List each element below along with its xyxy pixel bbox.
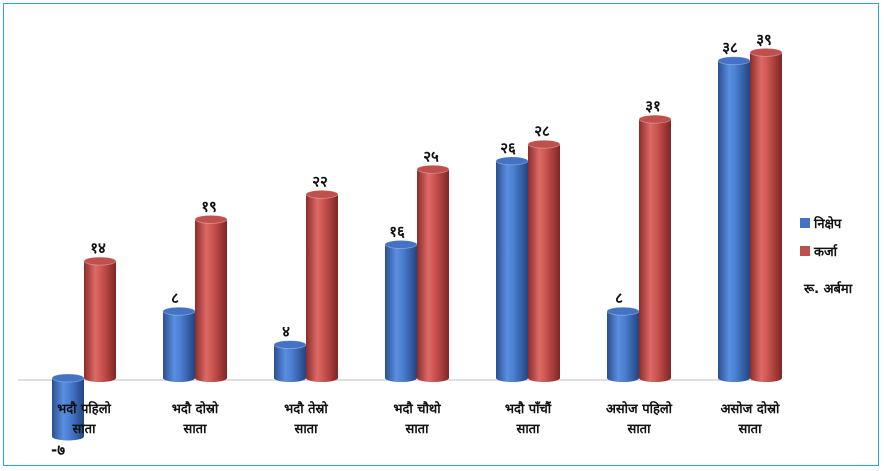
value-label-nikshep-0: -७ xyxy=(51,441,65,459)
category-label-2-0: भदौ तेस्रो xyxy=(284,401,328,417)
bar-nikshep-1 xyxy=(162,306,196,382)
bar-karja-5 xyxy=(638,114,672,382)
value-label-nikshep-5: ८ xyxy=(615,289,623,307)
category-label-2-1: साता xyxy=(294,422,319,437)
category-label-3-1: साता xyxy=(405,422,430,437)
value-label-nikshep-3: १६ xyxy=(389,222,405,240)
category-label-3-0: भदौ चौथो xyxy=(393,401,441,417)
bar-nikshep-6 xyxy=(717,56,751,382)
value-label-nikshep-2: ४ xyxy=(282,323,290,341)
value-label-karja-3: २५ xyxy=(423,147,439,165)
bar-karja-4 xyxy=(527,139,561,382)
category-label-1-1: साता xyxy=(183,422,208,437)
legend: निक्षेप कर्जा रू. अर्बमा xyxy=(800,216,853,297)
bar-karja-2 xyxy=(305,189,339,382)
value-label-karja-0: १४ xyxy=(90,239,106,257)
category-label-5-1: साता xyxy=(627,422,652,437)
bar-karja-3 xyxy=(416,164,450,382)
legend-swatch-1 xyxy=(800,246,810,256)
legend-swatch-0 xyxy=(800,218,810,228)
value-label-nikshep-4: २६ xyxy=(500,139,516,157)
legend-label-1: कर्जा xyxy=(813,244,838,260)
value-label-karja-4: २८ xyxy=(534,122,550,140)
bar-karja-6 xyxy=(749,47,783,382)
category-label-6-1: साता xyxy=(738,422,763,437)
category-label-4-0: भदौ पाँचौं xyxy=(505,401,552,417)
category-label-5-0: असोज पहिलो xyxy=(606,401,673,417)
bar-nikshep-4 xyxy=(495,156,529,382)
category-label-1-0: भदौ दोस्रो xyxy=(172,401,219,417)
value-label-nikshep-6: ३८ xyxy=(722,39,738,57)
category-label-0-0: भदौ पहिलो xyxy=(57,401,111,417)
bar-nikshep-0 xyxy=(51,373,85,441)
category-label-0-1: साता xyxy=(72,422,97,437)
value-label-karja-1: १९ xyxy=(201,197,217,215)
bar-nikshep-5 xyxy=(606,306,640,382)
value-label-karja-6: ३९ xyxy=(756,30,772,48)
bar-nikshep-3 xyxy=(384,239,418,382)
category-label-6-0: असोज दोस्रो xyxy=(721,401,780,417)
value-label-karja-2: २२ xyxy=(312,172,328,190)
category-label-4-1: साता xyxy=(516,422,541,437)
value-label-nikshep-1: ८ xyxy=(171,289,179,307)
bar-karja-1 xyxy=(194,214,228,382)
legend-label-0: निक्षेप xyxy=(813,216,842,232)
bar-karja-0 xyxy=(83,256,117,382)
value-label-karja-5: ३१ xyxy=(645,97,661,115)
unit-note: रू. अर्बमा xyxy=(803,281,853,297)
bar-nikshep-2 xyxy=(273,340,307,382)
